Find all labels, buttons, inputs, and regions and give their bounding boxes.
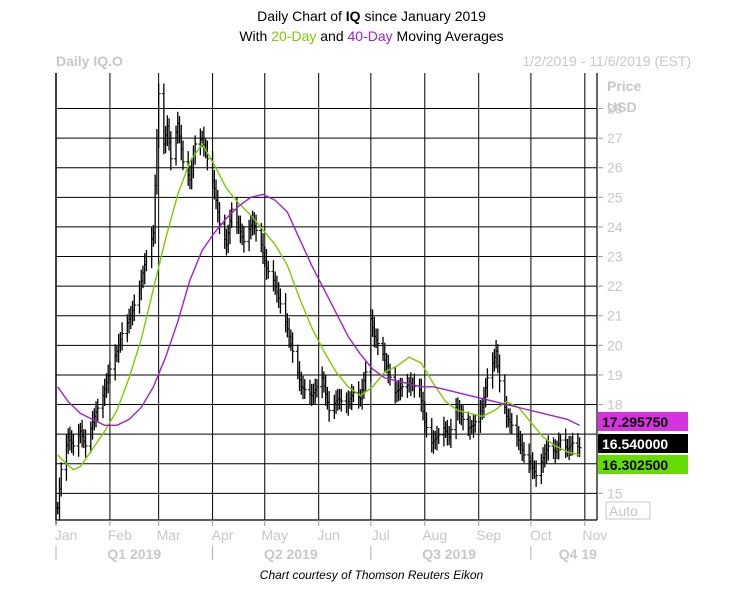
- y-tick-label: 25: [607, 189, 623, 205]
- y-tick-label: 24: [607, 219, 623, 235]
- date-range-label: 1/2/2019 - 11/6/2019 (EST): [522, 53, 691, 69]
- chart-title-line-2: With 20-Day and 40-Day Moving Averages: [0, 28, 743, 44]
- chart-credit: Chart courtesy of Thomson Reuters Eikon: [259, 568, 484, 582]
- y-tick-label: 15: [607, 485, 623, 501]
- badge-ma40-box: [598, 412, 688, 431]
- auto-label: Auto: [609, 503, 638, 519]
- chart-title-line-1: Daily Chart of IQ since January 2019: [0, 8, 743, 24]
- subtitle-20day: 20-Day: [271, 28, 317, 44]
- y-tick-label: 21: [607, 308, 623, 324]
- x-quarter-label: Q2 2019: [264, 546, 318, 562]
- auto-button: [605, 501, 651, 520]
- moving-averages: [57, 142, 580, 471]
- x-month-label: Nov: [582, 527, 607, 543]
- x-month-label: Mar: [157, 527, 181, 543]
- y-tick-label: 23: [607, 249, 623, 265]
- title-symbol: IQ: [345, 8, 361, 24]
- ma-line-40-day: [57, 193, 580, 427]
- x-month-label: Feb: [108, 527, 132, 543]
- x-month-label: Oct: [530, 527, 552, 543]
- grid: [56, 73, 597, 520]
- x-month-label: May: [262, 527, 288, 543]
- y-tick-label: 22: [607, 278, 623, 294]
- last-value-badges: 17.295750 16.540000 16.302500: [598, 412, 688, 474]
- y-tick-label: 28: [607, 101, 623, 117]
- x-month-label: Apr: [212, 527, 234, 543]
- y-axis-title: Price: [607, 78, 641, 94]
- x-month-label: Jun: [317, 527, 340, 543]
- y-tick-label: 20: [607, 337, 623, 353]
- badge-price-value: 16.540000: [602, 436, 668, 452]
- x-month-label: Jan: [55, 527, 78, 543]
- y-tick-label: 26: [607, 160, 623, 176]
- title-prefix: Daily Chart of: [257, 8, 346, 24]
- badge-ma20-box: [598, 455, 688, 474]
- axes: 15 18 19 20 21 22 23 24 25 26 27 28 Price USD Jan Feb Ma…: [55, 73, 651, 562]
- y-tick-label: 18: [607, 397, 623, 413]
- subtitle-c: and: [316, 28, 348, 44]
- x-quarter-label: Q4 19: [559, 546, 597, 562]
- ma-line-20-day: [57, 142, 580, 471]
- title-suffix: since January 2019: [360, 8, 486, 24]
- x-month-label: Jul: [372, 527, 390, 543]
- subtitle-e: Moving Averages: [392, 28, 504, 44]
- y-tick-label: 27: [607, 130, 623, 146]
- price-bars: [55, 83, 582, 520]
- subtitle-40day: 40-Day: [347, 28, 393, 44]
- y-tick-label: 19: [607, 367, 623, 383]
- x-month-label: Sep: [476, 527, 501, 543]
- x-month-label: Aug: [422, 527, 447, 543]
- badge-price-box: [598, 434, 688, 453]
- x-quarter-label: Q1 2019: [107, 546, 161, 562]
- subtitle-a: With: [239, 28, 272, 44]
- x-quarter-label: Q3 2019: [422, 546, 476, 562]
- y-axis-title: USD: [607, 99, 637, 115]
- badge-ma40-value: 17.295750: [602, 414, 668, 430]
- badge-ma20-value: 16.302500: [602, 457, 668, 473]
- ticker-label: Daily IQ.O: [56, 53, 123, 69]
